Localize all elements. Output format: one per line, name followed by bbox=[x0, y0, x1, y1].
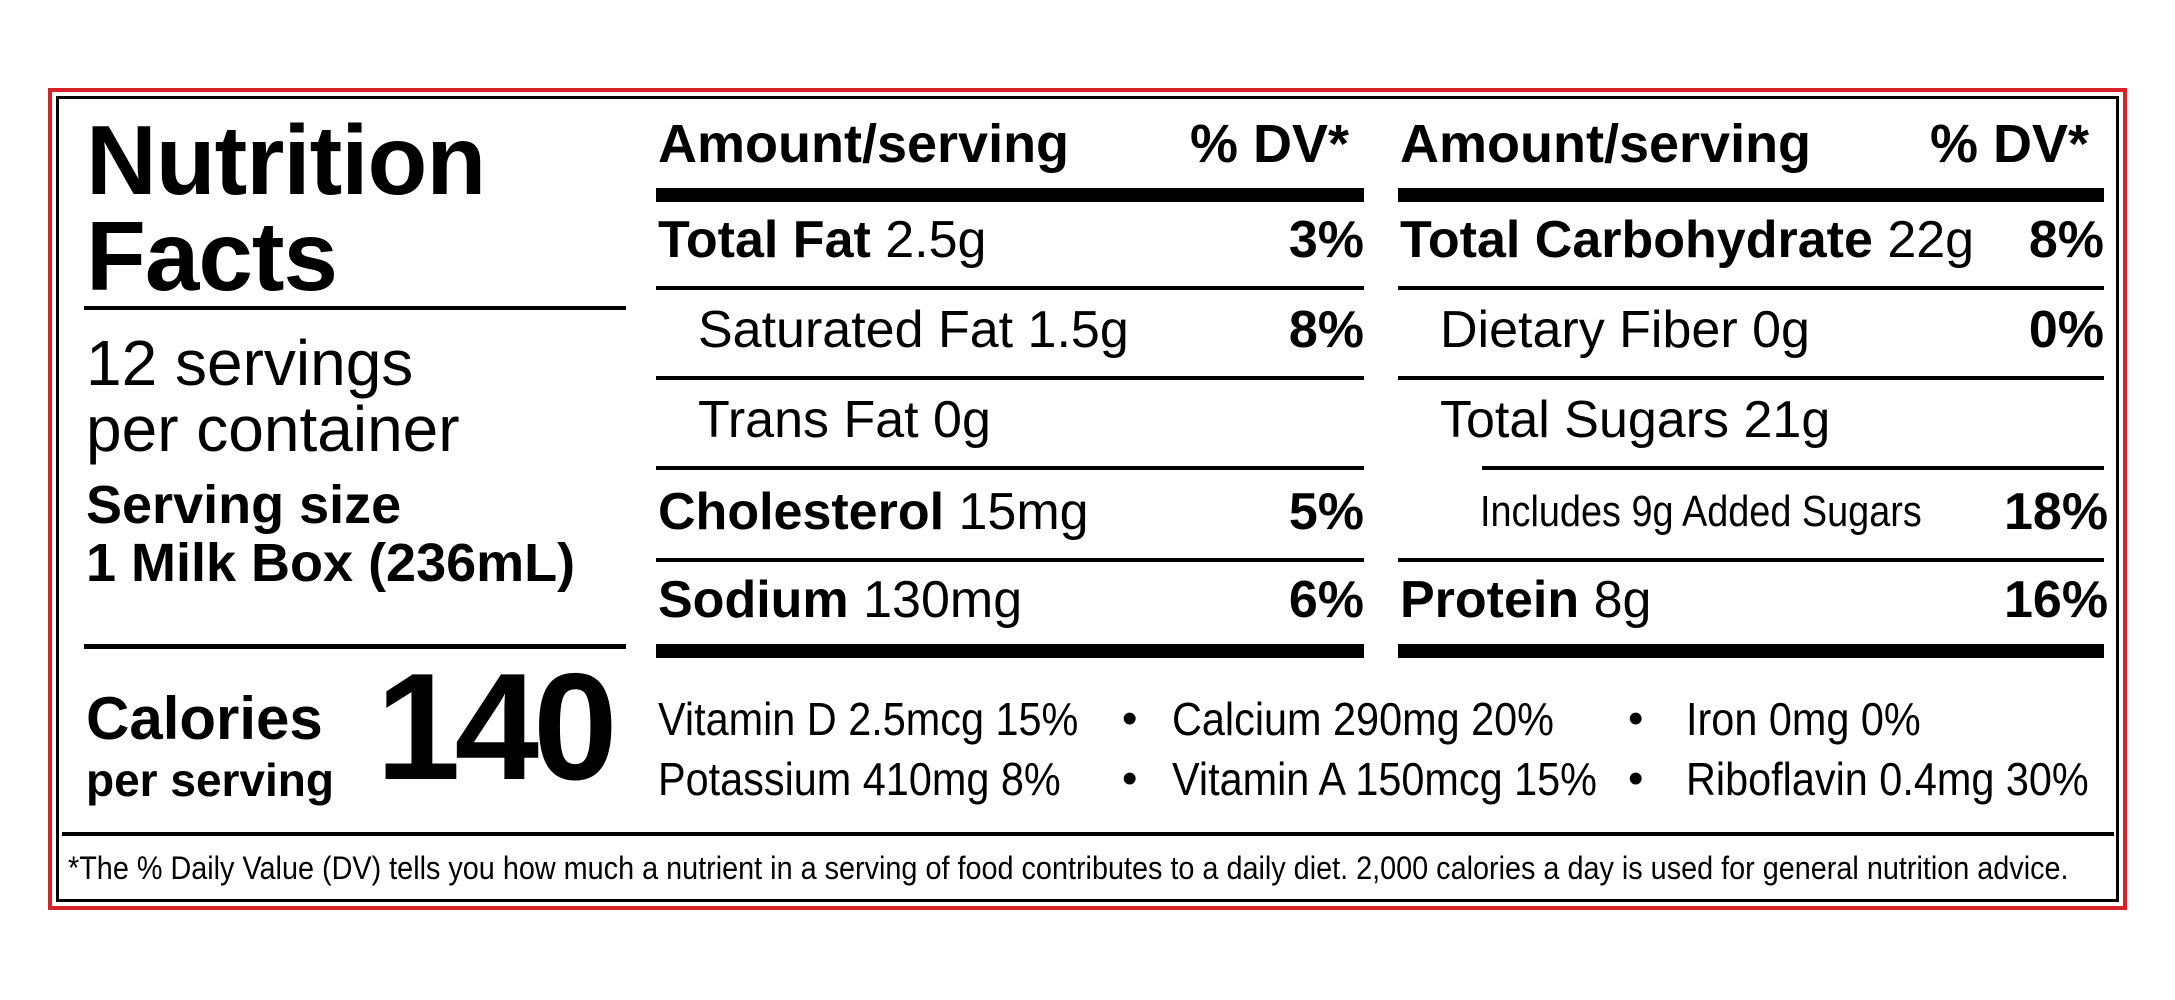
divider bbox=[84, 644, 626, 649]
nutrient-row-protein: Protein 8g bbox=[1400, 570, 1651, 630]
nutrient-name: Trans Fat bbox=[698, 391, 919, 449]
right-header-amount: Amount/serving bbox=[1400, 114, 1812, 174]
thick-divider bbox=[656, 644, 1364, 658]
divider bbox=[656, 376, 1364, 380]
serving-size: Serving size 1 Milk Box (236mL) bbox=[86, 476, 575, 592]
nutrient-dv: 5% bbox=[1288, 483, 1364, 541]
servings-per-container: 12 servings per container bbox=[86, 330, 460, 462]
label-title: Nutrition Facts bbox=[86, 105, 486, 311]
bullet-separator: • bbox=[1122, 754, 1138, 803]
nutrient-amount: 15mg bbox=[958, 483, 1089, 541]
nutrient-amount: 8g bbox=[1593, 571, 1652, 629]
nutrient-dv: 16% bbox=[2004, 571, 2109, 629]
thick-divider bbox=[656, 188, 1364, 202]
nutrient-amount: 130mg bbox=[863, 571, 1023, 629]
divider bbox=[84, 306, 626, 310]
nutrient-dv: 8% bbox=[2028, 211, 2104, 269]
nutrient-name: Total Sugars bbox=[1440, 391, 1730, 449]
nutrient-name: Total Fat bbox=[658, 211, 871, 269]
nutrient-row-dietary-fiber: Dietary Fiber 0g bbox=[1440, 300, 1810, 360]
nutrient-name: Protein bbox=[1400, 571, 1580, 629]
nutrient-amount: 0g bbox=[1752, 301, 1810, 359]
bullet-separator: • bbox=[1628, 694, 1644, 743]
right-header-dv: % DV* bbox=[1930, 114, 2090, 174]
title-line1: Nutrition bbox=[86, 105, 486, 215]
divider bbox=[1398, 558, 2104, 562]
nutrient-dv: 18% bbox=[2004, 483, 2109, 541]
servings-line1: 12 servings bbox=[86, 327, 414, 399]
vitamin-a: Vitamin A 150mcg 15% bbox=[1172, 753, 1597, 805]
left-header-amount: Amount/serving bbox=[658, 114, 1070, 174]
nutrient-name: Total Carbohydrate bbox=[1400, 211, 1873, 269]
potassium: Potassium 410mg 8% bbox=[658, 753, 1061, 805]
nutrient-row-saturated-fat: Saturated Fat 1.5g bbox=[698, 300, 1129, 360]
nutrient-name: Sodium bbox=[658, 571, 849, 629]
nutrient-row-sodium: Sodium 130mg bbox=[658, 570, 1022, 630]
thick-divider bbox=[1398, 644, 2104, 658]
riboflavin: Riboflavin 0.4mg 30% bbox=[1686, 753, 2089, 805]
divider bbox=[656, 558, 1364, 562]
nutrient-row-added-sugars: Includes 9g Added Sugars bbox=[1480, 487, 1922, 536]
nutrient-row-cholesterol: Cholesterol 15mg bbox=[658, 482, 1089, 542]
divider bbox=[62, 832, 2114, 836]
nutrient-dv: 0% bbox=[2028, 301, 2104, 359]
divider bbox=[656, 286, 1364, 290]
left-header-dv: % DV* bbox=[1190, 114, 1350, 174]
divider bbox=[656, 466, 1364, 470]
calories-sub-label: per serving bbox=[86, 754, 334, 806]
divider bbox=[1482, 466, 2104, 470]
calories-label: Calories bbox=[86, 685, 323, 752]
servings-line2: per container bbox=[86, 393, 460, 465]
nutrient-amount: 21g bbox=[1743, 391, 1831, 449]
vitamin-d: Vitamin D 2.5mcg 15% bbox=[658, 693, 1079, 745]
title-line2: Facts bbox=[86, 201, 338, 311]
nutrient-dv: 3% bbox=[1288, 211, 1364, 269]
iron: Iron 0mg 0% bbox=[1686, 693, 1921, 745]
nutrition-facts-label: Nutrition Facts 12 servings per containe… bbox=[48, 88, 2127, 910]
bullet-separator: • bbox=[1628, 754, 1644, 803]
nutrient-row-total-sugars: Total Sugars 21g bbox=[1440, 390, 1830, 450]
nutrient-row-trans-fat: Trans Fat 0g bbox=[698, 390, 991, 450]
label-inner-border bbox=[56, 96, 2119, 902]
nutrient-dv: 6% bbox=[1288, 571, 1364, 629]
calories-value: 140 bbox=[376, 642, 618, 812]
nutrient-row-total-fat: Total Fat 2.5g bbox=[658, 210, 986, 270]
nutrient-name: Saturated Fat bbox=[698, 301, 1014, 359]
nutrient-amount: 22g bbox=[1887, 211, 1975, 269]
nutrient-dv: 8% bbox=[1288, 301, 1364, 359]
nutrient-amount: 0g bbox=[933, 391, 991, 449]
divider bbox=[1398, 376, 2104, 380]
nutrient-name: Dietary Fiber bbox=[1440, 301, 1738, 359]
serving-size-label: Serving size bbox=[86, 475, 402, 535]
nutrient-name: Cholesterol bbox=[658, 483, 945, 541]
bullet-separator: • bbox=[1122, 694, 1138, 743]
thick-divider bbox=[1398, 188, 2104, 202]
nutrient-amount: 2.5g bbox=[885, 211, 987, 269]
nutrient-amount: 1.5g bbox=[1027, 301, 1129, 359]
divider bbox=[1398, 286, 2104, 290]
nutrient-row-total-carbohydrate: Total Carbohydrate 22g bbox=[1400, 210, 1974, 270]
calcium: Calcium 290mg 20% bbox=[1172, 693, 1554, 745]
daily-value-footnote: *The % Daily Value (DV) tells you how mu… bbox=[68, 850, 2069, 886]
serving-size-value: 1 Milk Box (236mL) bbox=[86, 533, 576, 593]
